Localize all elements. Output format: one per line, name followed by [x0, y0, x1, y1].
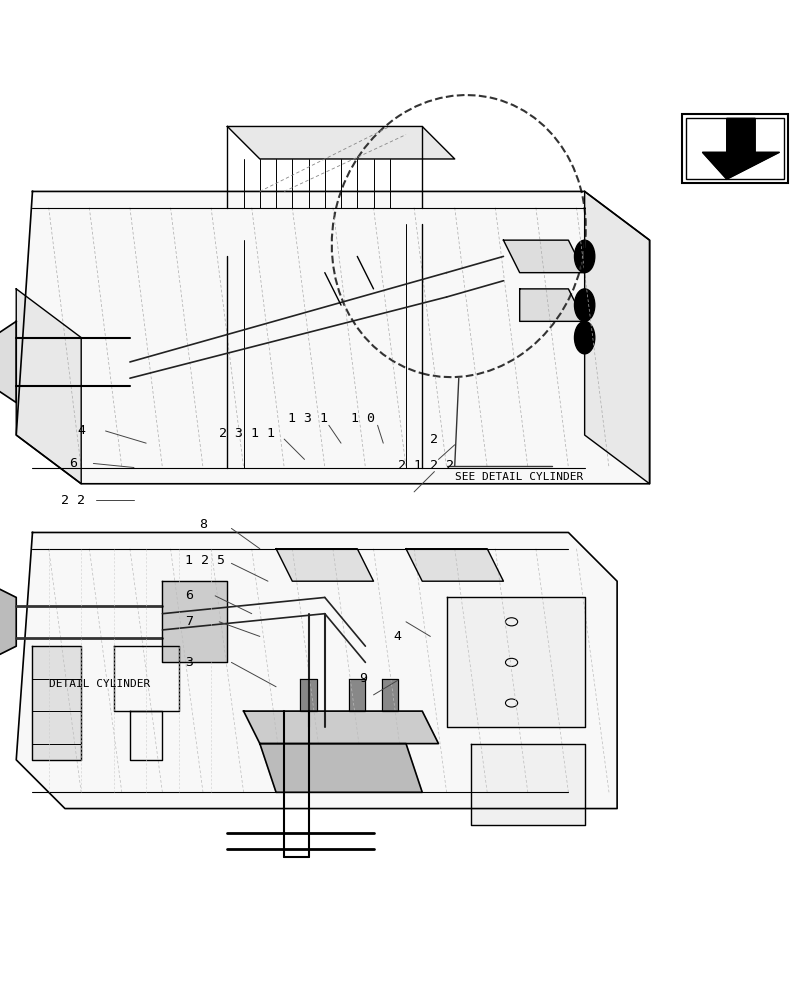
Text: 9: 9: [358, 672, 367, 685]
Bar: [681, 114, 787, 183]
Polygon shape: [0, 581, 16, 662]
Text: 7: 7: [185, 615, 193, 628]
Text: SEE DETAIL CYLINDER: SEE DETAIL CYLINDER: [454, 472, 582, 482]
Polygon shape: [519, 289, 584, 321]
Polygon shape: [300, 679, 316, 711]
Polygon shape: [381, 679, 397, 711]
Polygon shape: [16, 532, 616, 809]
Polygon shape: [0, 321, 16, 403]
Text: 4: 4: [77, 424, 85, 437]
Text: 2 1 2 2: 2 1 2 2: [397, 459, 453, 472]
Text: 2: 2: [430, 433, 438, 446]
Ellipse shape: [573, 289, 594, 321]
Text: 1 3 1: 1 3 1: [288, 412, 328, 425]
Polygon shape: [16, 191, 649, 484]
Polygon shape: [243, 711, 438, 744]
Polygon shape: [702, 118, 779, 179]
Bar: [685, 118, 783, 179]
Text: 6: 6: [69, 457, 77, 470]
Text: 3: 3: [185, 656, 193, 669]
Text: 2 3 1 1: 2 3 1 1: [219, 427, 275, 440]
Polygon shape: [16, 289, 81, 484]
Text: 1 0: 1 0: [350, 412, 375, 425]
Polygon shape: [349, 679, 365, 711]
Polygon shape: [446, 597, 584, 727]
Polygon shape: [260, 744, 422, 792]
Polygon shape: [227, 126, 454, 159]
Polygon shape: [162, 581, 227, 662]
Text: 1 2 5: 1 2 5: [185, 554, 225, 567]
Polygon shape: [503, 240, 584, 273]
Ellipse shape: [573, 240, 594, 273]
Ellipse shape: [573, 321, 594, 354]
Polygon shape: [584, 191, 649, 484]
Text: 8: 8: [199, 518, 207, 531]
Polygon shape: [470, 744, 584, 825]
Polygon shape: [406, 549, 503, 581]
Text: 4: 4: [393, 630, 401, 643]
Polygon shape: [32, 646, 81, 760]
Polygon shape: [276, 549, 373, 581]
Text: 6: 6: [185, 589, 193, 602]
Text: DETAIL CYLINDER: DETAIL CYLINDER: [49, 679, 150, 689]
Text: 2 2: 2 2: [61, 493, 85, 506]
